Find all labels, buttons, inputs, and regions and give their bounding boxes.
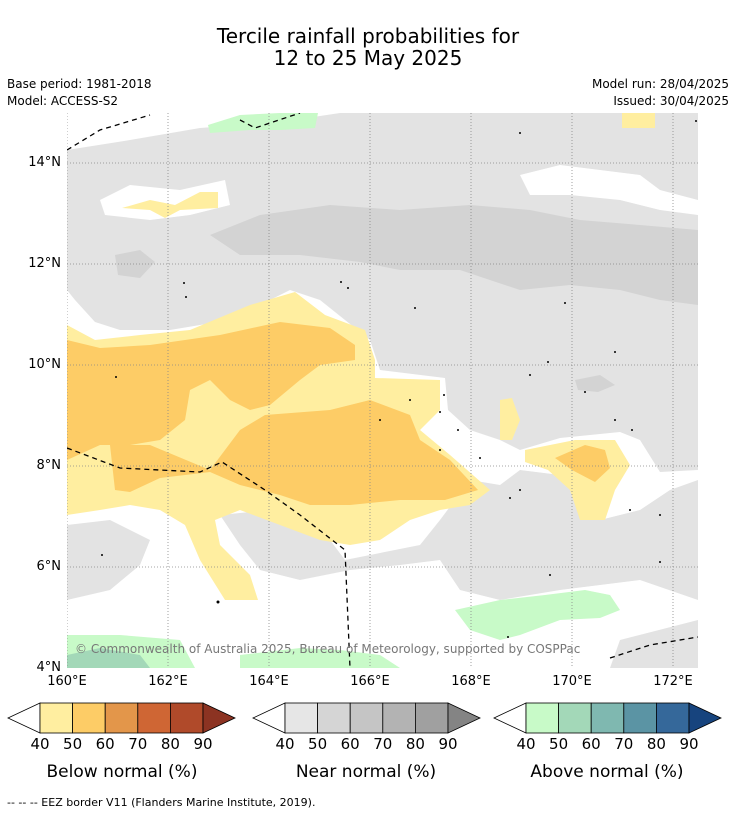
colorbar-title-below: Below normal (%) bbox=[46, 762, 198, 782]
near-normal-50-region-west bbox=[115, 250, 155, 278]
lon-label-170e: 170°E bbox=[552, 674, 592, 689]
colorbar-tick-label: 40 bbox=[30, 735, 50, 753]
above-normal-40-region-south-central bbox=[240, 648, 400, 668]
lon-label-168e: 168°E bbox=[451, 674, 491, 689]
colorbar-segment bbox=[137, 702, 171, 734]
colorbar-tick-label: 70 bbox=[614, 735, 634, 753]
white-gap-north-west bbox=[100, 180, 230, 220]
colorbar-above-normal bbox=[493, 702, 722, 734]
near-normal-region-south-west bbox=[67, 520, 150, 600]
above-normal-40-region-north bbox=[208, 113, 318, 133]
colorbar-segment bbox=[558, 702, 592, 734]
below-normal-50-region bbox=[67, 322, 355, 460]
below-normal-50-region-south bbox=[110, 400, 478, 505]
map-title-line2: 12 to 25 May 2025 bbox=[273, 46, 463, 70]
colorbar-segment bbox=[414, 702, 449, 734]
issued-date: Issued: 30/04/2025 bbox=[613, 94, 729, 108]
map-title-line1: Tercile rainfall probabilities for bbox=[216, 24, 520, 48]
colorbar-tick-label: 80 bbox=[405, 735, 425, 753]
lat-label-6n: 6°N bbox=[36, 559, 62, 574]
above-normal-40-region-south bbox=[455, 590, 620, 640]
near-normal-50-region-east bbox=[575, 375, 615, 392]
colorbar-tick-label: 60 bbox=[581, 735, 601, 753]
colorbar-tick-label: 70 bbox=[373, 735, 393, 753]
above-normal-50-region bbox=[67, 648, 150, 668]
colorbar-segment bbox=[623, 702, 657, 734]
copyright-text: © Commonwealth of Australia 2025, Bureau… bbox=[75, 642, 580, 656]
lat-label-10n: 10°N bbox=[28, 357, 61, 372]
eez-borders bbox=[67, 113, 698, 668]
lon-label-164e: 164°E bbox=[249, 674, 289, 689]
colorbar-tick-label: 60 bbox=[340, 735, 360, 753]
colorbar-segment bbox=[590, 702, 625, 734]
colorbar-segment bbox=[284, 702, 318, 734]
colorbar-segment bbox=[72, 702, 106, 734]
colorbar-segment bbox=[525, 702, 559, 734]
eez-footnote: -- -- -- EEZ border V11 (Flanders Marine… bbox=[7, 796, 316, 809]
colorbar-tick-label: 50 bbox=[308, 735, 328, 753]
map-plot-area: © Commonwealth of Australia 2025, Bureau… bbox=[67, 113, 698, 668]
colorbar-below-normal bbox=[7, 702, 236, 734]
lat-label-4n: 4°N bbox=[36, 660, 62, 675]
lon-label-166e: 166°E bbox=[350, 674, 390, 689]
colorbar-tick-label: 40 bbox=[516, 735, 536, 753]
colorbar-tick-label: 80 bbox=[160, 735, 180, 753]
near-normal-50-region bbox=[210, 205, 698, 305]
colorbar-segment bbox=[656, 702, 690, 734]
colorbar-segment bbox=[349, 702, 384, 734]
colorbar-title-near: Near normal (%) bbox=[295, 762, 437, 782]
below-normal-40-region-north bbox=[122, 192, 218, 218]
colorbar-segment bbox=[104, 702, 139, 734]
base-period: Base period: 1981-2018 bbox=[7, 77, 152, 91]
lon-label-172e: 172°E bbox=[653, 674, 693, 689]
colorbar-tick-label: 60 bbox=[95, 735, 115, 753]
colorbar-title-above: Above normal (%) bbox=[530, 762, 684, 782]
colorbar-segment bbox=[169, 702, 204, 734]
colorbar-tick-label: 80 bbox=[646, 735, 666, 753]
colorbar-tick-label: 40 bbox=[275, 735, 295, 753]
colorbar-segment bbox=[39, 702, 73, 734]
below-normal-50-region-east bbox=[555, 445, 610, 482]
colorbar-tick-label: 90 bbox=[193, 735, 213, 753]
graticule bbox=[67, 113, 698, 668]
colorbar-tick-label: 90 bbox=[679, 735, 699, 753]
lon-label-162e: 162°E bbox=[148, 674, 188, 689]
lon-label-160e: 160°E bbox=[47, 674, 87, 689]
lat-label-14n: 14°N bbox=[28, 155, 61, 170]
islands bbox=[101, 120, 697, 638]
model-name: Model: ACCESS-S2 bbox=[7, 94, 119, 108]
colorbar-near-normal bbox=[252, 702, 481, 734]
colorbar-segment bbox=[382, 702, 416, 734]
lat-label-8n: 8°N bbox=[36, 458, 62, 473]
colorbar-tick-label: 50 bbox=[63, 735, 83, 753]
colorbar-tick-label: 90 bbox=[438, 735, 458, 753]
colorbar-tick-label: 70 bbox=[128, 735, 148, 753]
white-gap-north bbox=[520, 165, 698, 215]
below-normal-40-region-northeast bbox=[622, 113, 655, 128]
lat-label-12n: 12°N bbox=[28, 256, 61, 271]
colorbar-tick-label: 50 bbox=[549, 735, 569, 753]
below-normal-40-region-east-small bbox=[500, 398, 520, 440]
colorbar-segment bbox=[317, 702, 351, 734]
model-run: Model run: 28/04/2025 bbox=[591, 77, 729, 91]
